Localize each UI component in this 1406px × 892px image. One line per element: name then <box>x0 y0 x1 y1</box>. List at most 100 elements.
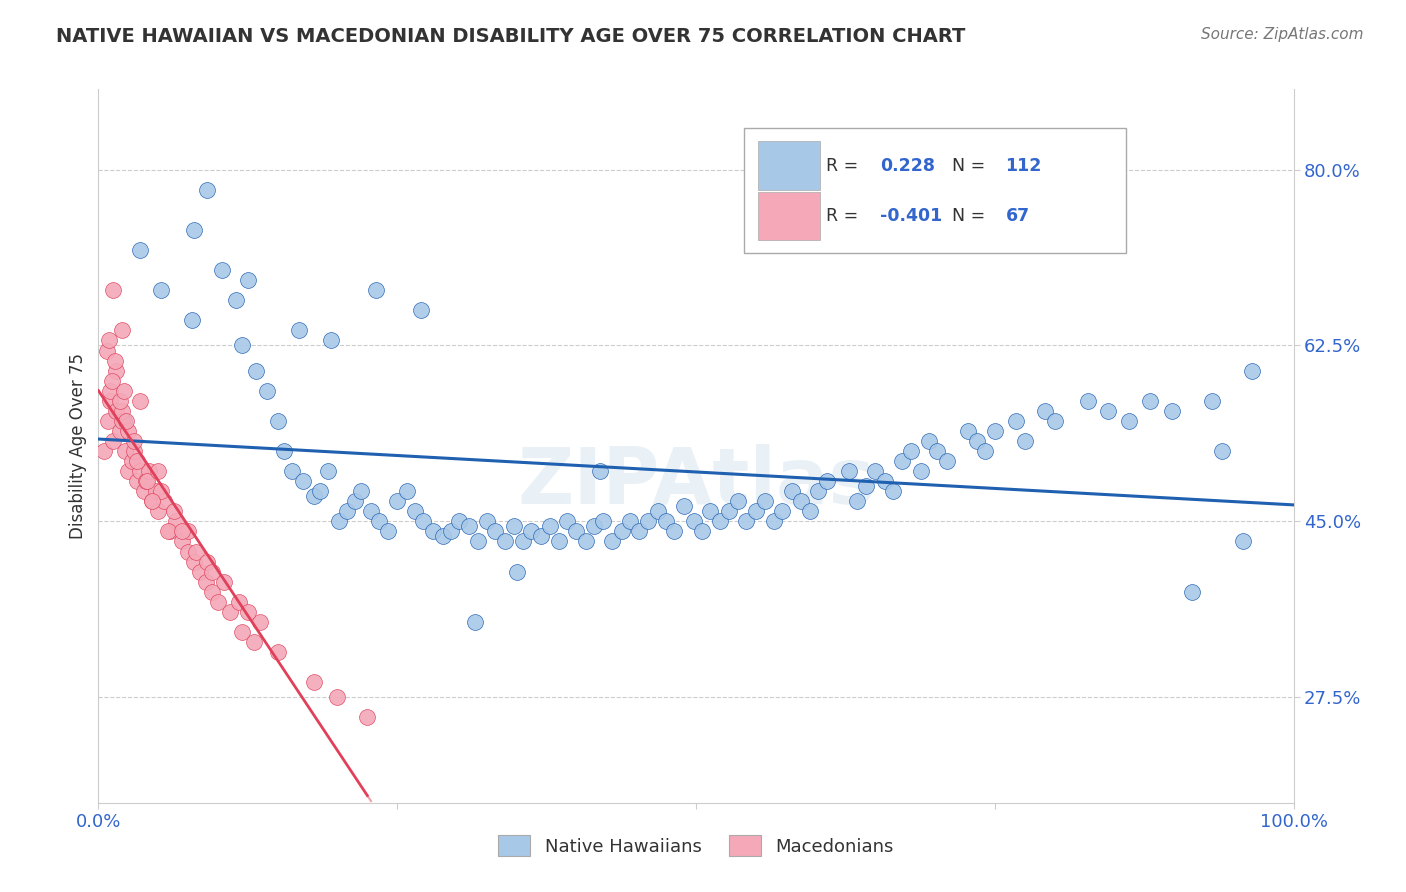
Point <box>610 524 633 539</box>
Point <box>165 515 187 529</box>
Point <box>291 474 314 488</box>
Text: ZIPAtlas: ZIPAtlas <box>517 443 875 520</box>
Point <box>1118 414 1140 428</box>
Text: 67: 67 <box>1005 207 1029 225</box>
Point <box>188 565 211 579</box>
Point <box>890 454 912 468</box>
Point <box>503 519 526 533</box>
Point <box>100 374 122 388</box>
Point <box>364 283 387 297</box>
Point <box>136 474 159 488</box>
Point <box>111 323 134 337</box>
FancyBboxPatch shape <box>758 141 820 190</box>
Point <box>422 524 444 539</box>
Point <box>211 263 233 277</box>
Point <box>682 515 704 529</box>
Point <box>855 479 877 493</box>
Point <box>114 444 136 458</box>
Point <box>117 464 139 478</box>
Text: 112: 112 <box>1005 157 1042 175</box>
Point <box>212 574 235 589</box>
Point <box>735 515 758 529</box>
Point <box>1160 404 1182 418</box>
FancyBboxPatch shape <box>758 192 820 241</box>
Point <box>243 635 266 649</box>
Legend: Native Hawaiians, Macedonians: Native Hawaiians, Macedonians <box>489 826 903 865</box>
Point <box>506 565 529 579</box>
Point <box>93 444 115 458</box>
Point <box>308 484 330 499</box>
Point <box>957 424 980 438</box>
Point <box>125 474 148 488</box>
Point <box>236 273 259 287</box>
Point <box>627 524 650 539</box>
Point <box>1077 393 1099 408</box>
Point <box>172 524 194 539</box>
Point <box>183 223 205 237</box>
Point <box>799 504 821 518</box>
Point <box>96 343 118 358</box>
Point <box>177 524 200 539</box>
Point <box>699 504 721 518</box>
Point <box>180 313 202 327</box>
Point <box>1181 584 1204 599</box>
Point <box>900 444 922 458</box>
Point <box>149 283 172 297</box>
Point <box>141 494 163 508</box>
Point <box>583 519 606 533</box>
Point <box>111 414 134 428</box>
Point <box>249 615 271 629</box>
Point <box>790 494 813 508</box>
Point <box>98 393 122 408</box>
Point <box>225 293 247 308</box>
Point <box>344 494 367 508</box>
Point <box>780 484 803 499</box>
Point <box>124 434 146 448</box>
Text: Source: ZipAtlas.com: Source: ZipAtlas.com <box>1201 27 1364 42</box>
Point <box>148 464 170 478</box>
Point <box>873 474 896 488</box>
Point <box>555 515 578 529</box>
Point <box>105 363 128 377</box>
Point <box>219 605 242 619</box>
Point <box>236 605 259 619</box>
Point <box>1005 414 1028 428</box>
Point <box>163 504 186 518</box>
Point <box>183 555 205 569</box>
Point <box>974 444 997 458</box>
Point <box>637 515 659 529</box>
Point <box>141 494 163 508</box>
Point <box>316 464 339 478</box>
FancyBboxPatch shape <box>744 128 1126 253</box>
Point <box>104 353 127 368</box>
Point <box>709 515 731 529</box>
Point <box>1240 363 1263 377</box>
Point <box>328 515 350 529</box>
Point <box>395 484 418 499</box>
Point <box>385 494 409 508</box>
Point <box>575 534 598 549</box>
Point <box>1201 393 1223 408</box>
Point <box>882 484 904 499</box>
Point <box>172 534 194 549</box>
Point <box>484 524 506 539</box>
Point <box>865 464 887 478</box>
Point <box>121 454 143 468</box>
Point <box>105 404 128 418</box>
Point <box>1211 444 1233 458</box>
Text: N =: N = <box>952 157 990 175</box>
Point <box>412 515 434 529</box>
Point <box>256 384 278 398</box>
Point <box>132 484 155 499</box>
Point <box>1097 404 1119 418</box>
Point <box>673 500 696 514</box>
Point <box>112 414 135 428</box>
Point <box>98 384 122 398</box>
Point <box>281 464 304 478</box>
Point <box>727 494 749 508</box>
Point <box>1033 404 1056 418</box>
Point <box>326 690 349 705</box>
Point <box>664 524 686 539</box>
Point <box>927 444 949 458</box>
Point <box>111 404 134 418</box>
